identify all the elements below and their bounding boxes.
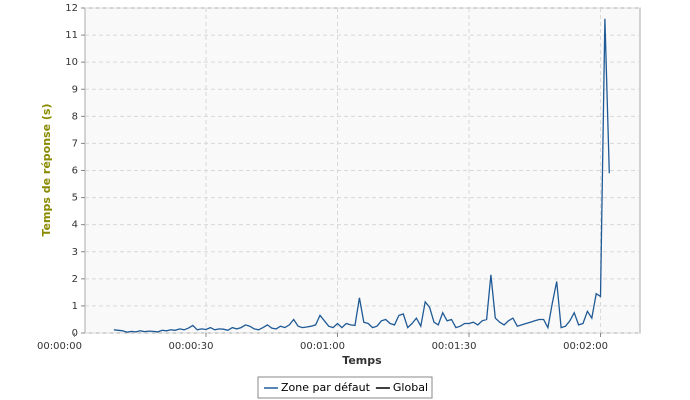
x-tick-label: 00:00:00 — [37, 341, 82, 352]
y-tick-label: 11 — [65, 30, 78, 41]
y-tick-label: 1 — [72, 301, 78, 312]
y-tick-label: 9 — [72, 84, 78, 95]
y-tick-label: 2 — [72, 274, 78, 285]
legend-box — [257, 376, 433, 399]
y-tick-label: 8 — [72, 111, 78, 122]
line-series — [113, 18, 610, 333]
x-tick-label: 00:00:30 — [169, 341, 214, 352]
y-tick-label: 10 — [65, 57, 78, 68]
y-tick-label: 6 — [72, 166, 78, 177]
x-tick-label: 00:02:00 — [563, 341, 608, 352]
legend-label: Global — [393, 381, 428, 394]
x-axis-label: Temps — [342, 354, 382, 367]
x-tick-label: 00:01:30 — [432, 341, 477, 352]
y-axis-label: Temps de réponse (s) — [40, 104, 53, 237]
y-tick-label: 4 — [72, 220, 78, 231]
y-tick-label: 5 — [72, 193, 78, 204]
y-tick-label: 7 — [72, 138, 78, 149]
x-tick-label: 00:01:00 — [300, 341, 345, 352]
y-tick-label: 3 — [72, 247, 78, 258]
legend-label: Zone par défaut — [281, 381, 371, 394]
y-tick-label: 12 — [65, 3, 78, 14]
